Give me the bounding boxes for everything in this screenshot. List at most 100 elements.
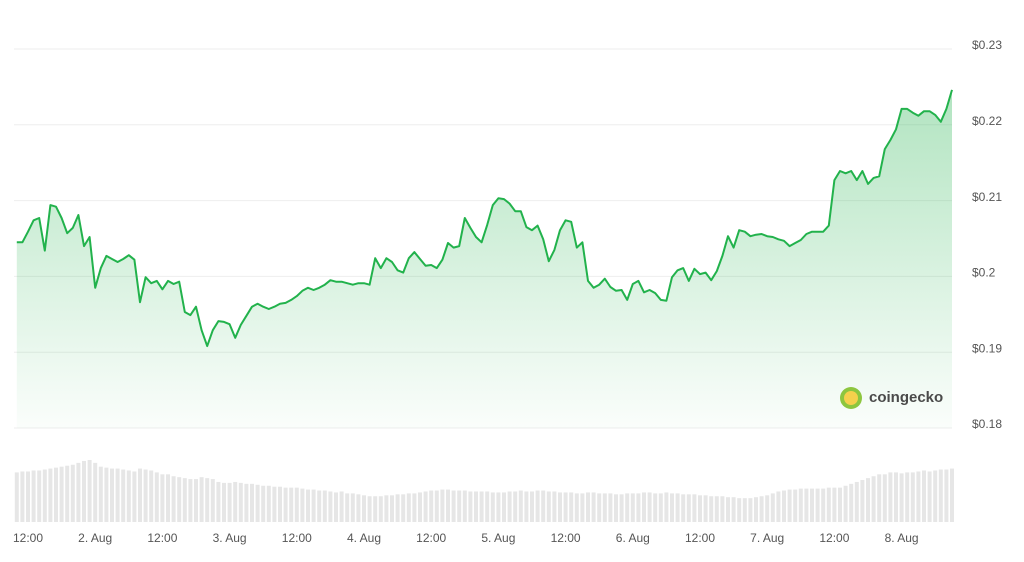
volume-bar bbox=[709, 496, 714, 522]
volume-bar bbox=[87, 460, 92, 522]
volume-bar bbox=[927, 471, 932, 522]
volume-bar bbox=[860, 480, 865, 522]
volume-bar bbox=[877, 474, 882, 522]
volume-bar bbox=[222, 482, 226, 522]
volume-bar bbox=[608, 493, 613, 522]
volume-bar bbox=[675, 493, 680, 522]
volume-bar bbox=[838, 487, 842, 522]
volume-bar bbox=[227, 482, 232, 522]
volume-bar bbox=[182, 478, 187, 522]
volume-bar bbox=[630, 493, 635, 522]
volume-bar bbox=[737, 498, 742, 522]
volume-bar bbox=[787, 489, 792, 522]
volume-bar bbox=[126, 470, 131, 522]
volume-bar bbox=[720, 496, 725, 522]
volume-bar bbox=[916, 471, 921, 522]
volume-bar bbox=[871, 476, 876, 522]
volume-bar bbox=[569, 492, 574, 522]
volume-bar bbox=[782, 490, 786, 522]
x-tick-label: 12:00 bbox=[13, 531, 43, 545]
volume-bar bbox=[474, 491, 478, 522]
volume-bar bbox=[686, 494, 691, 522]
volume-bar bbox=[42, 469, 47, 522]
volume-bar bbox=[171, 476, 176, 522]
volume-bar bbox=[401, 494, 406, 522]
volume-bar bbox=[922, 470, 926, 522]
volume-bar bbox=[266, 485, 271, 522]
price-area bbox=[16, 89, 953, 429]
volume-bar bbox=[205, 478, 210, 522]
volume-bar bbox=[513, 491, 518, 522]
volume-bar bbox=[507, 491, 512, 522]
volume-bar bbox=[614, 494, 618, 522]
x-tick-label: 12:00 bbox=[147, 531, 177, 545]
volume-bar bbox=[188, 479, 193, 522]
volume-bar bbox=[272, 486, 277, 522]
volume-bar bbox=[26, 471, 30, 522]
volume-bar bbox=[843, 485, 848, 522]
x-tick-label: 3. Aug bbox=[213, 531, 247, 545]
volume-bar bbox=[490, 492, 495, 522]
volume-bar bbox=[20, 471, 25, 522]
y-tick-label: $0.18 bbox=[972, 417, 1002, 431]
volume-bar bbox=[849, 483, 854, 522]
volume-bar bbox=[121, 469, 126, 522]
labels: $0.18 $0.19 $0.2 $0.21 $0.22 $0.23 12:00 2. Aug… bbox=[13, 38, 1002, 545]
volume-bar bbox=[910, 472, 915, 522]
volume-bar bbox=[306, 489, 310, 522]
volume-bar bbox=[278, 486, 282, 522]
volume-bar bbox=[563, 492, 568, 522]
volume-bar bbox=[468, 491, 473, 522]
volume-bar bbox=[154, 472, 159, 522]
price-line bbox=[16, 89, 953, 348]
volume-bar bbox=[14, 472, 19, 522]
volume-bar bbox=[759, 496, 764, 522]
volume-bar bbox=[199, 477, 204, 522]
volume-bar bbox=[76, 462, 81, 522]
volume-bar bbox=[93, 462, 98, 522]
x-tick-label: 7. Aug bbox=[750, 531, 784, 545]
volume-bar bbox=[933, 470, 938, 522]
volume-bar bbox=[462, 490, 467, 522]
volume-bar bbox=[804, 488, 809, 522]
volume-bar bbox=[328, 491, 333, 522]
volume-bar bbox=[653, 493, 658, 522]
volume-bar bbox=[714, 496, 719, 522]
volume-bar bbox=[261, 485, 266, 522]
volume-bar bbox=[754, 497, 758, 522]
volume-bar bbox=[826, 487, 831, 522]
volume-bar bbox=[938, 469, 943, 522]
volume-bar bbox=[446, 489, 450, 522]
volume-bar bbox=[698, 495, 702, 522]
x-tick-label: 12:00 bbox=[416, 531, 446, 545]
plot bbox=[16, 89, 953, 429]
volume-bar bbox=[244, 483, 249, 522]
logo-inner bbox=[844, 391, 858, 405]
volume-bar bbox=[283, 487, 288, 522]
volume-bar bbox=[742, 498, 747, 522]
volume-bar bbox=[664, 492, 669, 522]
volume-bar bbox=[233, 481, 238, 522]
volume-bar bbox=[177, 477, 182, 522]
volume-bar bbox=[48, 468, 53, 522]
volume-bar bbox=[37, 470, 42, 522]
volume-bar bbox=[798, 488, 803, 522]
y-tick-label: $0.2 bbox=[972, 266, 996, 280]
x-tick-label: 12:00 bbox=[551, 531, 581, 545]
x-tick-label: 4. Aug bbox=[347, 531, 381, 545]
volume-bar bbox=[882, 474, 887, 522]
volume-bar bbox=[894, 472, 898, 522]
volume-bar bbox=[692, 494, 697, 522]
volume-bar bbox=[115, 468, 120, 522]
volume-bar bbox=[619, 494, 624, 522]
volume-bar bbox=[558, 492, 562, 522]
y-tick-label: $0.21 bbox=[972, 190, 1002, 204]
x-tick-label: 2. Aug bbox=[78, 531, 112, 545]
volume-bar bbox=[866, 478, 870, 522]
volume-bar bbox=[367, 496, 372, 522]
volume-bar bbox=[642, 492, 646, 522]
volume-bar bbox=[524, 491, 529, 522]
volume-bar bbox=[658, 493, 663, 522]
